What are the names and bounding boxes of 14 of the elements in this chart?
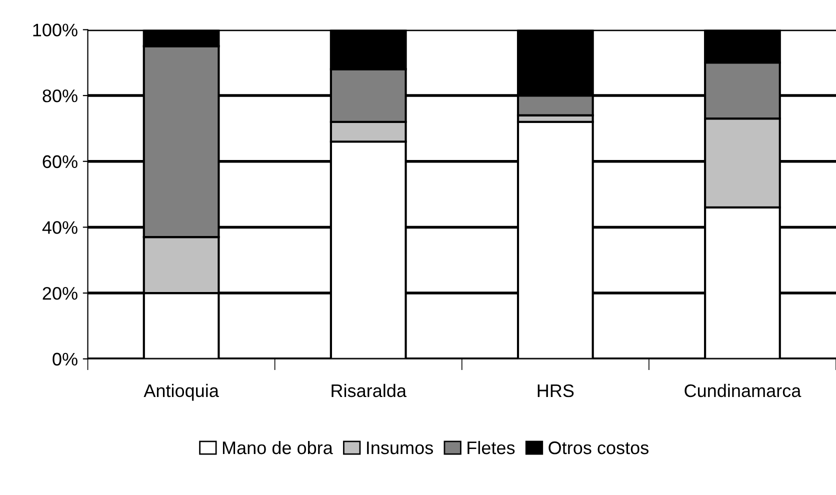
- x-tick-label: Antioquia: [144, 384, 219, 401]
- y-tick-label: 100%: [33, 24, 78, 36]
- x-tick-label: Risaralda: [332, 384, 406, 398]
- x-tick-label: Cundinamarca: [684, 384, 802, 398]
- legend-label: Otros costos: [548, 441, 648, 454]
- y-tick-label: 0%: [52, 352, 78, 366]
- legend-label: Fletes: [468, 440, 515, 454]
- legend-label: Insumos: [367, 442, 433, 454]
- y-tick-label: 80%: [42, 89, 78, 102]
- x-tick-label: HRS: [538, 384, 574, 398]
- y-tick-label: 40%: [42, 221, 78, 234]
- legend-label: Mano de obra: [222, 440, 333, 454]
- y-tick-label: 60%: [42, 155, 78, 168]
- y-tick-label: 20%: [42, 286, 78, 300]
